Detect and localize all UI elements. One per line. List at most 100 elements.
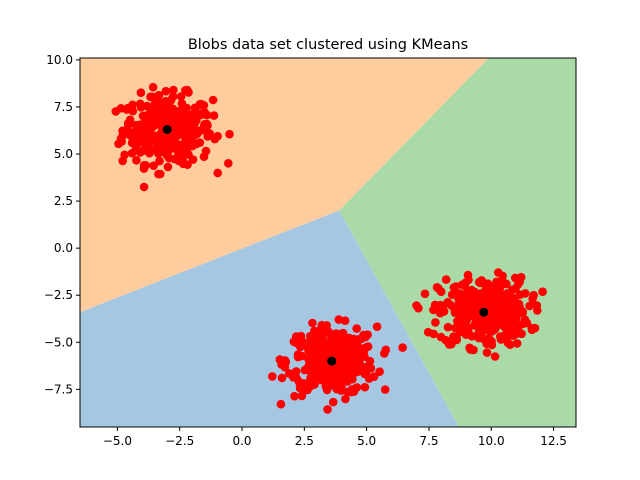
data-point [318, 335, 328, 345]
data-point [208, 95, 218, 105]
data-point [446, 301, 456, 310]
x-tick-label: 7.5 [419, 434, 438, 448]
data-point [436, 300, 445, 310]
data-points [111, 82, 547, 414]
data-point [184, 118, 193, 127]
data-point [148, 82, 158, 92]
data-point [449, 332, 458, 342]
data-point [167, 113, 177, 123]
y-tick-label: 0.0 [54, 241, 73, 255]
data-point [512, 319, 521, 329]
data-point [184, 88, 193, 97]
data-point [154, 100, 163, 110]
x-tick-label: 5.0 [357, 434, 376, 448]
x-tick-label: 10.0 [478, 434, 505, 448]
data-point [139, 182, 149, 192]
data-point [464, 310, 474, 320]
data-point [527, 325, 537, 335]
x-tick-label: 2.5 [295, 434, 314, 448]
data-point [199, 152, 209, 161]
data-point [429, 329, 438, 339]
data-point [308, 318, 317, 328]
data-point [315, 370, 325, 380]
data-point [299, 379, 309, 388]
data-point [525, 301, 534, 311]
data-point [308, 370, 318, 379]
data-point [369, 372, 379, 382]
data-point [441, 275, 451, 284]
data-point [209, 111, 219, 120]
data-point [532, 301, 542, 310]
data-point [439, 307, 449, 316]
data-point [495, 284, 505, 293]
data-point [336, 334, 346, 343]
x-tick-label: 12.5 [540, 434, 567, 448]
data-point [500, 303, 509, 312]
y-tick-label: 5.0 [54, 147, 73, 161]
data-point [372, 322, 382, 332]
data-point [292, 338, 301, 348]
data-point [482, 282, 491, 291]
data-point [380, 385, 390, 394]
data-point [204, 130, 214, 140]
data-point [337, 386, 346, 395]
data-point [328, 339, 337, 349]
data-point [127, 148, 137, 158]
data-point [492, 315, 501, 324]
data-point [277, 373, 287, 383]
data-point [470, 321, 479, 330]
data-point [454, 301, 464, 311]
data-point [360, 382, 370, 392]
data-point [146, 116, 155, 125]
data-point [203, 121, 212, 130]
data-point [150, 108, 160, 117]
data-point [144, 132, 154, 142]
cluster-center-2 [479, 307, 489, 317]
data-point [153, 140, 163, 149]
data-point [490, 352, 500, 361]
data-point [139, 126, 148, 136]
data-point [529, 290, 538, 300]
chart-title: Blobs data set clustered using KMeans [188, 37, 468, 53]
cluster-centers [162, 125, 489, 366]
data-point [500, 322, 509, 332]
data-point [484, 321, 493, 331]
data-point [111, 107, 121, 116]
data-point [513, 280, 523, 289]
data-point [307, 340, 316, 350]
data-point [460, 322, 470, 331]
data-point [136, 103, 146, 112]
data-point [357, 334, 367, 344]
data-point [154, 169, 163, 179]
y-tick-label: −5.0 [44, 335, 73, 349]
data-point [126, 130, 136, 139]
data-point [476, 291, 486, 300]
data-point [314, 343, 324, 353]
data-point [420, 289, 430, 299]
data-point [375, 367, 384, 377]
data-point [516, 272, 526, 282]
data-point [451, 289, 461, 299]
data-point [352, 324, 362, 333]
data-point [482, 339, 492, 349]
data-point [323, 378, 333, 388]
data-point [339, 352, 349, 361]
data-point [328, 397, 338, 407]
data-point [450, 308, 460, 318]
data-point [352, 383, 362, 392]
y-tick-label: 7.5 [54, 100, 73, 114]
data-point [184, 150, 193, 159]
data-point [360, 343, 370, 353]
data-point [169, 85, 178, 95]
data-point [340, 316, 350, 326]
cluster-center-1 [327, 356, 337, 366]
data-point [502, 279, 511, 289]
data-point [362, 362, 372, 372]
data-point [412, 301, 421, 310]
data-point [183, 125, 192, 134]
data-point [177, 110, 187, 119]
data-point [343, 387, 353, 397]
data-point [195, 99, 205, 109]
plot-area [79, 57, 577, 428]
data-point [184, 134, 193, 144]
